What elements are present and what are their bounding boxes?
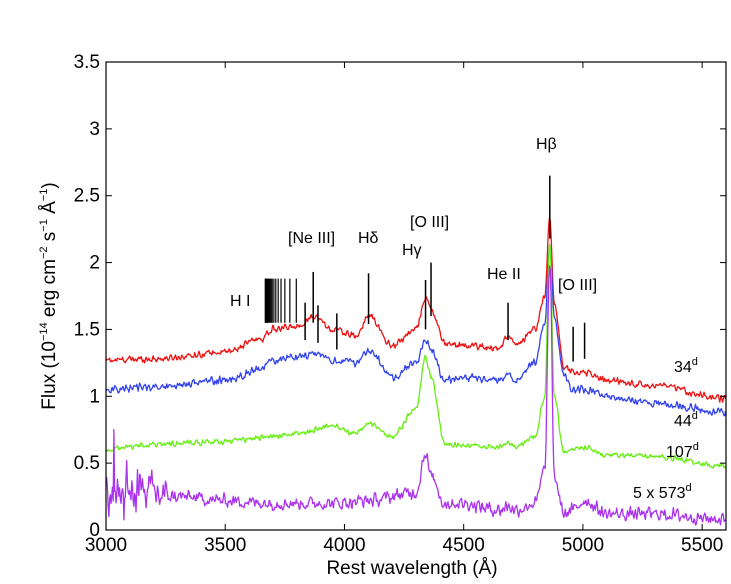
series-label-107d: 107d bbox=[666, 441, 699, 461]
y-tick-label-1: 0.5 bbox=[74, 453, 100, 474]
label-oiii-4363: [O III] bbox=[410, 214, 449, 231]
y-tick-label-6: 3 bbox=[89, 119, 100, 140]
hydrogen-series-layer bbox=[264, 278, 297, 323]
label-oiii-5007: [O III] bbox=[558, 277, 597, 294]
y-tick-label-3: 1.5 bbox=[74, 319, 100, 340]
series-label-44d: 44d bbox=[674, 410, 698, 430]
series-line-5-x-573d bbox=[105, 265, 727, 526]
series-label-573d: 5 x 573d bbox=[633, 482, 692, 502]
y-tick-label-4: 2 bbox=[89, 253, 100, 274]
series-line-44d bbox=[105, 246, 727, 417]
x-tick-label-3000: 3000 bbox=[85, 535, 127, 556]
label-hdelta: Hδ bbox=[358, 230, 379, 247]
x-tick-label-3500: 3500 bbox=[204, 535, 246, 556]
y-tick-label-2: 1 bbox=[89, 386, 100, 407]
axis-ticks-layer: 3000 3500 4000 4500 5000 5500 0 0.5 1 1.5 2 2.5 3 3.5 bbox=[74, 52, 726, 556]
y-tick-label-7: 3.5 bbox=[74, 52, 100, 73]
x-tick-label-5000: 5000 bbox=[562, 535, 604, 556]
series-line-34d bbox=[105, 217, 727, 403]
label-neiii: [Ne III] bbox=[288, 230, 335, 247]
spectra-layer bbox=[105, 217, 727, 526]
x-tick-label-4000: 4000 bbox=[323, 535, 365, 556]
x-tick-label-4500: 4500 bbox=[443, 535, 485, 556]
y-tick-label-5: 2.5 bbox=[74, 186, 100, 207]
x-axis-title: Rest wavelength (Å) bbox=[326, 558, 497, 579]
series-label-34d: 34d bbox=[674, 356, 698, 376]
hydrogen-series-label: H I bbox=[230, 293, 250, 310]
series-line-107d bbox=[105, 243, 727, 469]
label-hgamma: Hγ bbox=[402, 242, 422, 259]
x-tick-label-5500: 5500 bbox=[681, 535, 723, 556]
label-heii: He II bbox=[487, 266, 521, 283]
label-hbeta: Hβ bbox=[536, 136, 557, 153]
line-markers-layer bbox=[304, 175, 586, 362]
y-tick-label-0: 0 bbox=[89, 520, 100, 541]
y-axis-title: Flux (10−14 erg cm−2 s−1 Å−1) bbox=[38, 182, 60, 409]
plot-frame bbox=[105, 61, 727, 531]
